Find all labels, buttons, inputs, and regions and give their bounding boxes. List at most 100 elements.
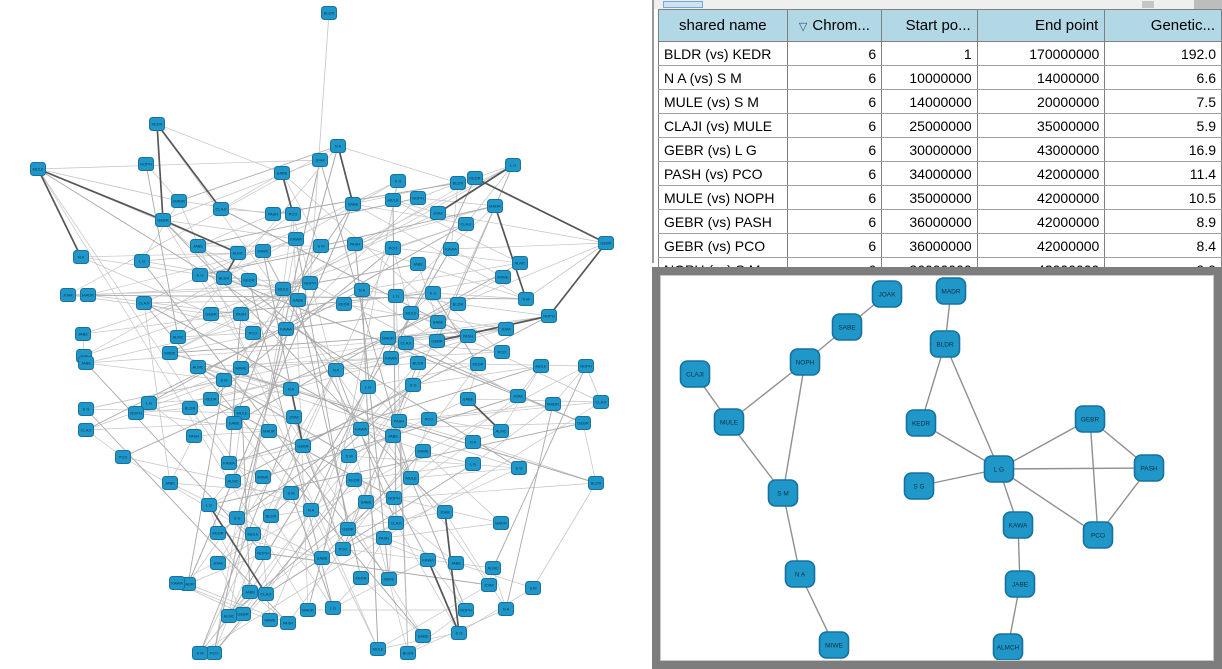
- network-node[interactable]: ALMC: [493, 424, 509, 438]
- network-node[interactable]: MADR: [487, 199, 503, 213]
- node-shape[interactable]: [485, 561, 501, 575]
- node-shape[interactable]: [458, 217, 474, 231]
- table-cell[interactable]: 6: [787, 89, 883, 114]
- node-shape[interactable]: [278, 322, 294, 336]
- network-node[interactable]: JABE: [242, 585, 258, 599]
- node-shape[interactable]: [385, 193, 401, 207]
- network-node[interactable]: MIWE: [381, 572, 397, 586]
- network-node[interactable]: ALMC: [221, 609, 237, 623]
- table-cell[interactable]: 6: [787, 65, 883, 90]
- network-node[interactable]: NOPH: [410, 191, 426, 205]
- network-node[interactable]: NOPH: [458, 603, 474, 617]
- network-node[interactable]: KAWA: [353, 422, 369, 436]
- network-node[interactable]: JOAK: [312, 153, 328, 167]
- table-cell[interactable]: 43000000: [977, 137, 1106, 162]
- node-shape[interactable]: [330, 139, 346, 153]
- node-shape[interactable]: [588, 476, 604, 490]
- node-shape[interactable]: [525, 581, 541, 595]
- network-node[interactable]: JOAK: [437, 505, 453, 519]
- node-shape[interactable]: [905, 409, 937, 437]
- network-node-pash[interactable]: PASH: [1133, 454, 1165, 482]
- network-node[interactable]: MADR: [171, 194, 187, 208]
- node-shape[interactable]: [493, 516, 509, 530]
- node-shape[interactable]: [405, 378, 421, 392]
- network-node[interactable]: PASH: [186, 429, 202, 443]
- network-node[interactable]: S G: [229, 511, 245, 525]
- node-shape[interactable]: [598, 236, 614, 250]
- node-shape[interactable]: [313, 239, 329, 253]
- table-cell[interactable]: 20000000: [977, 89, 1106, 114]
- network-node[interactable]: L G: [360, 380, 376, 394]
- node-shape[interactable]: [460, 392, 476, 406]
- network-node[interactable]: SABE: [274, 166, 290, 180]
- node-shape[interactable]: [75, 327, 91, 341]
- node-shape[interactable]: [341, 449, 357, 463]
- network-node[interactable]: GEBR: [295, 439, 311, 453]
- network-node[interactable]: MIWE: [495, 270, 511, 284]
- node-shape[interactable]: [302, 276, 318, 290]
- node-shape[interactable]: [78, 402, 94, 416]
- node-shape[interactable]: [831, 313, 863, 341]
- node-shape[interactable]: [115, 450, 131, 464]
- network-node[interactable]: KEDR: [210, 526, 226, 540]
- table-cell[interactable]: 36000000: [881, 233, 978, 258]
- node-shape[interactable]: [203, 392, 219, 406]
- network-node[interactable]: KAWA: [221, 456, 237, 470]
- table-cell[interactable]: 42000000: [977, 185, 1106, 210]
- network-node[interactable]: PCO: [115, 450, 131, 464]
- network-node-pco[interactable]: PCO: [1082, 521, 1114, 549]
- network-node[interactable]: L G: [388, 289, 404, 303]
- network-node[interactable]: SABE: [345, 197, 361, 211]
- network-node[interactable]: BLDR: [410, 356, 426, 370]
- node-shape[interactable]: [410, 356, 426, 370]
- node-shape[interactable]: [325, 601, 341, 615]
- node-shape[interactable]: [347, 237, 363, 251]
- network-node[interactable]: S G: [405, 378, 421, 392]
- network-node[interactable]: KEDR: [467, 171, 483, 185]
- node-shape[interactable]: [511, 461, 527, 475]
- node-shape[interactable]: [545, 397, 561, 411]
- node-shape[interactable]: [78, 356, 94, 370]
- node-shape[interactable]: [201, 498, 217, 512]
- network-node[interactable]: PASH: [460, 329, 476, 343]
- node-shape[interactable]: [518, 292, 534, 306]
- node-shape[interactable]: [353, 571, 369, 585]
- node-shape[interactable]: [437, 505, 453, 519]
- network-node-sabe[interactable]: SABE: [831, 313, 863, 341]
- network-node[interactable]: PCO: [285, 207, 301, 221]
- table-row[interactable]: BLDR (vs) KEDR 6 1 170000000 192.0: [658, 41, 1222, 66]
- node-shape[interactable]: [713, 408, 745, 436]
- network-node[interactable]: L G: [325, 601, 341, 615]
- network-node[interactable]: PCO: [335, 542, 351, 556]
- node-shape[interactable]: [229, 511, 245, 525]
- network-node[interactable]: GEBR: [340, 522, 356, 536]
- network-node[interactable]: PASH: [376, 531, 392, 545]
- network-node[interactable]: ALMC: [225, 474, 241, 488]
- network-node[interactable]: L G: [134, 254, 150, 268]
- network-node[interactable]: BLDR: [321, 6, 337, 20]
- network-node[interactable]: MULE: [370, 642, 386, 656]
- column-header-chrom[interactable]: ▽ Chrom...: [786, 9, 883, 42]
- network-node[interactable]: PASH: [347, 237, 363, 251]
- network-node-sg[interactable]: S G: [903, 472, 935, 500]
- table-row[interactable]: N A (vs) S M 6 10000000 14000000 6.6: [658, 65, 1222, 90]
- network-node[interactable]: PCO: [385, 241, 401, 255]
- table-cell[interactable]: 5.9: [1104, 113, 1222, 138]
- node-shape[interactable]: [242, 585, 258, 599]
- node-shape[interactable]: [263, 509, 279, 523]
- node-shape[interactable]: [784, 560, 816, 588]
- network-node[interactable]: KAWA: [169, 576, 185, 590]
- node-shape[interactable]: [221, 609, 237, 623]
- network-node[interactable]: BLDR: [216, 271, 232, 285]
- network-node[interactable]: CLAJI: [78, 423, 94, 437]
- node-shape[interactable]: [190, 360, 206, 374]
- node-shape[interactable]: [493, 424, 509, 438]
- network-node[interactable]: N A: [328, 363, 344, 377]
- network-node[interactable]: JOAK: [430, 206, 446, 220]
- node-shape[interactable]: [385, 241, 401, 255]
- table-cell[interactable]: 7.5: [1104, 89, 1222, 114]
- network-node[interactable]: JOAK: [510, 389, 526, 403]
- node-shape[interactable]: [170, 330, 186, 344]
- main-network-canvas[interactable]: BLDR KEDR MULE NOPH SABE JOAK MADR CLAJI GEBR PAS…: [0, 0, 652, 669]
- network-node[interactable]: PCO: [421, 412, 437, 426]
